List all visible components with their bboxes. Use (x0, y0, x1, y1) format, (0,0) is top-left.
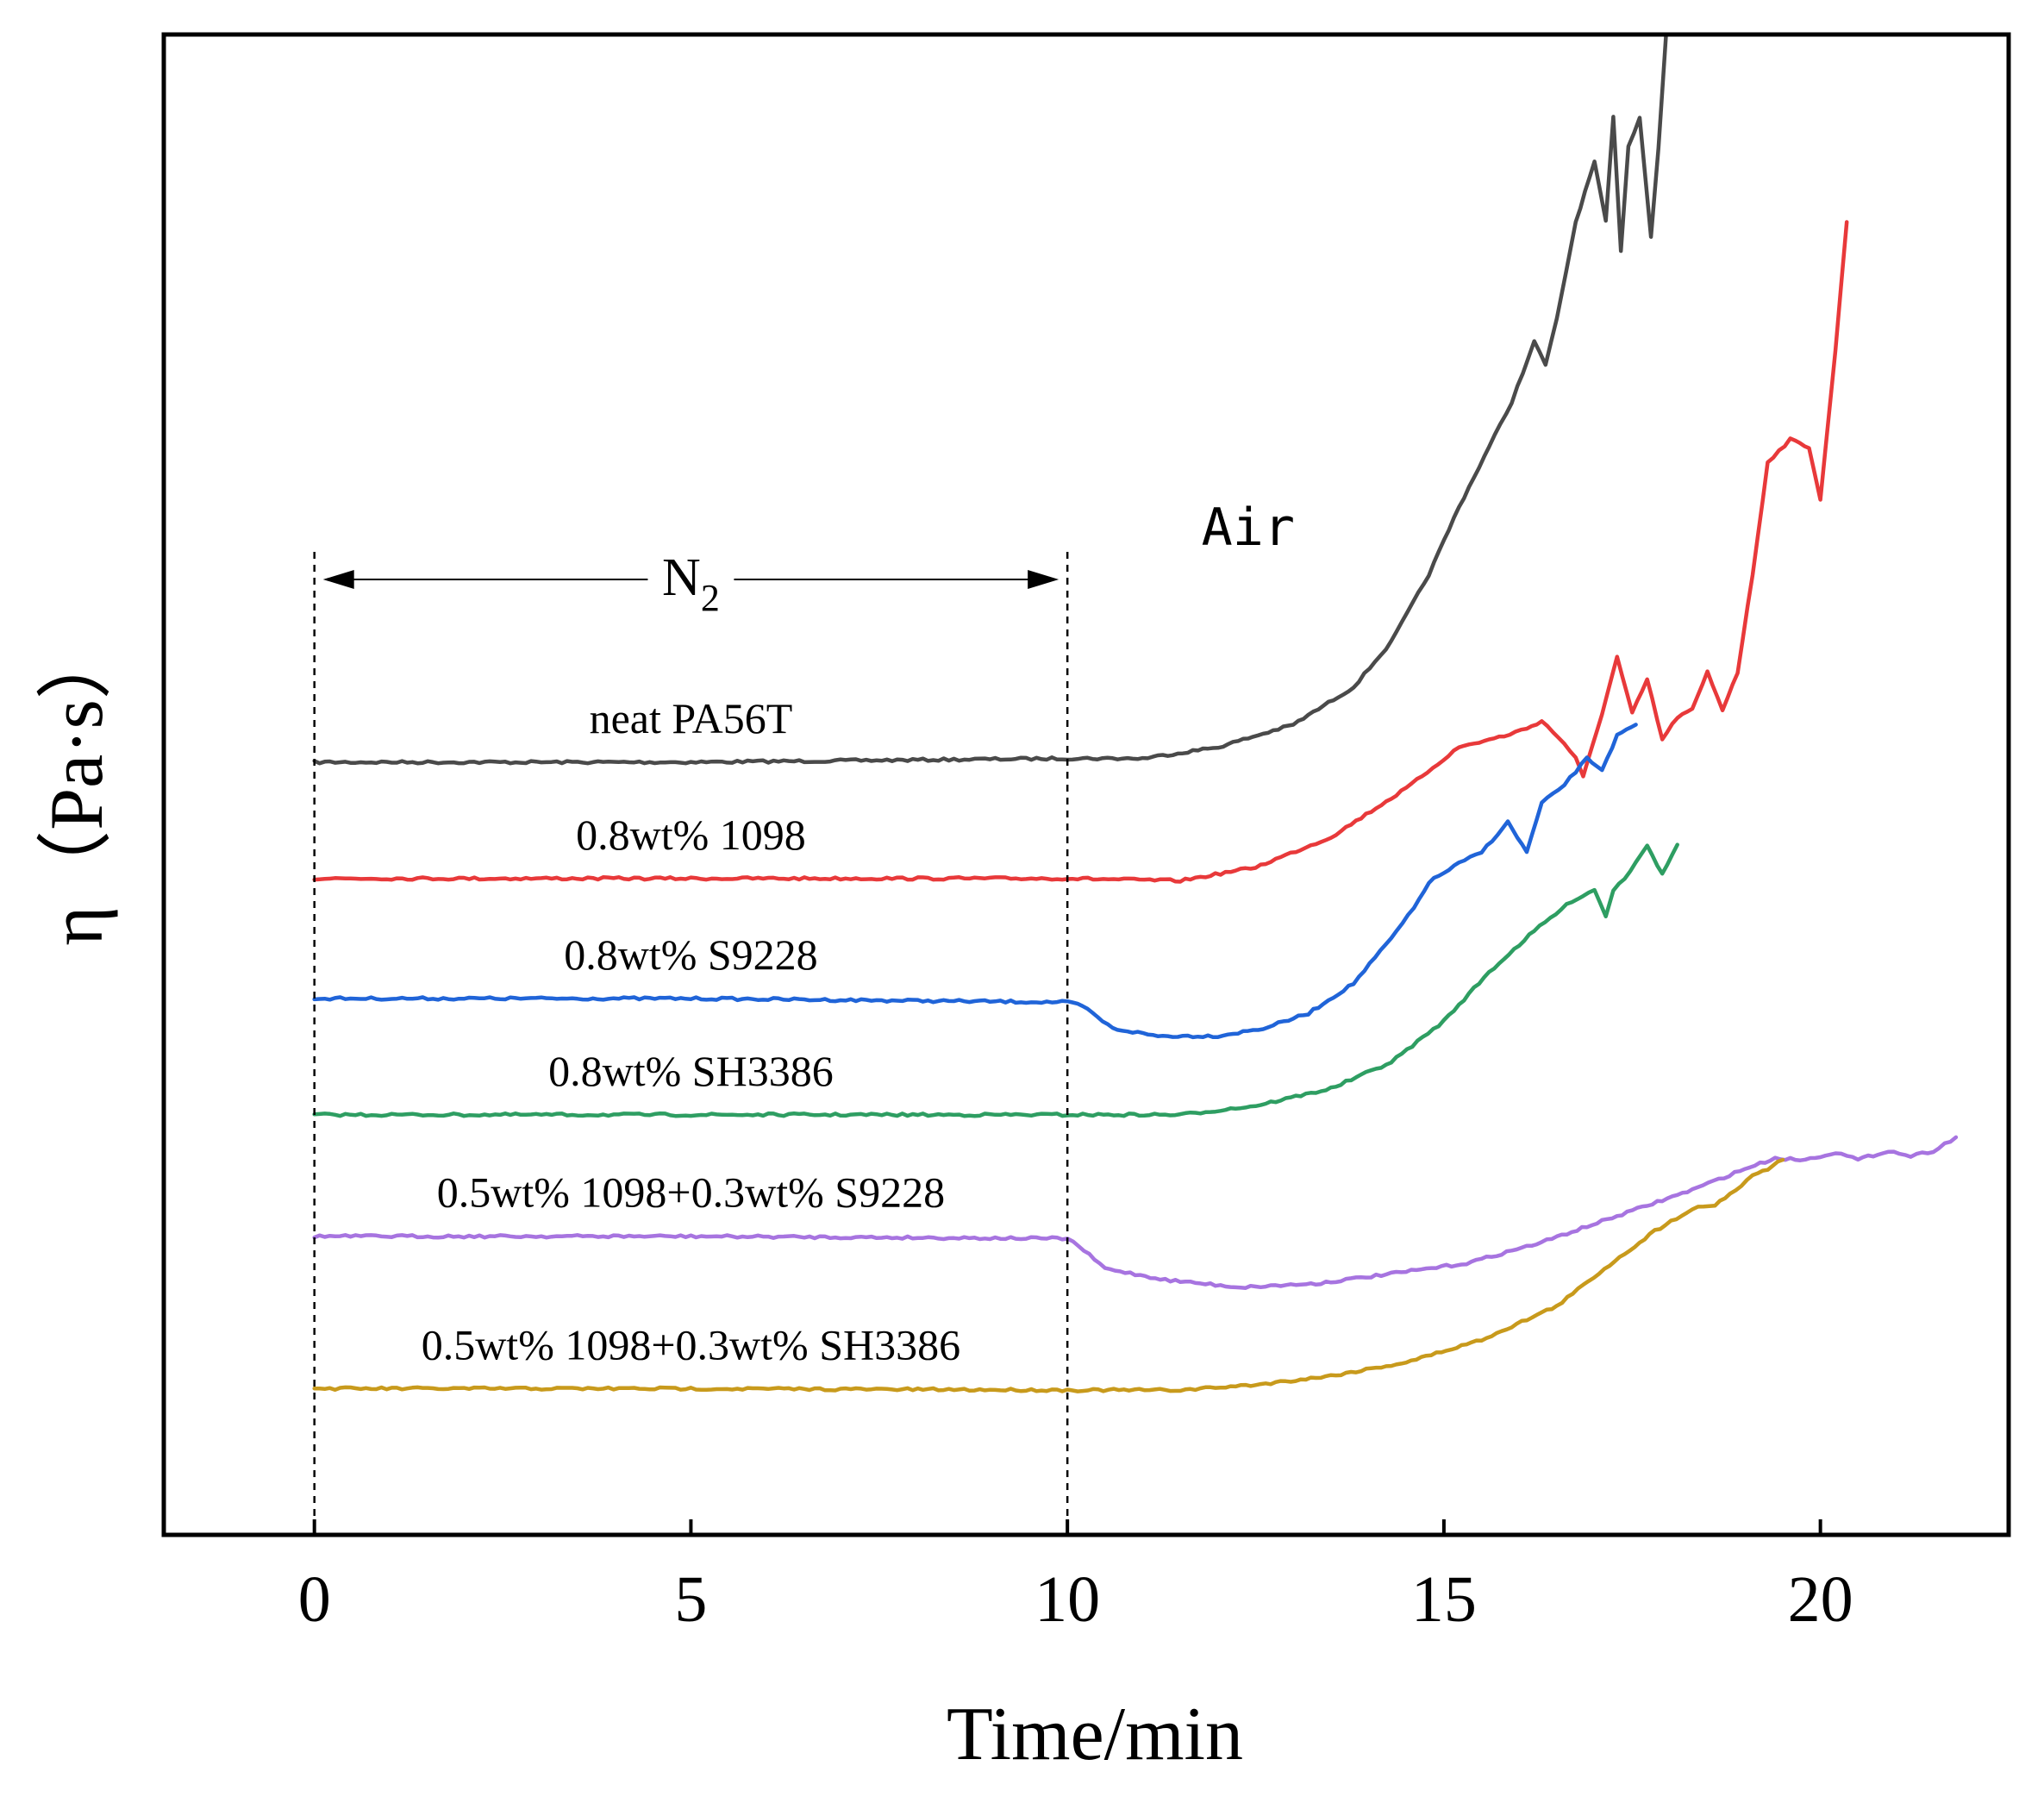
series-label-0-8wt-s9228: 0.8wt% S9228 (564, 930, 817, 979)
divider-layer (313, 552, 1069, 1535)
series-line-0-5wt-1098-0-3wt-s9228 (312, 1135, 1959, 1290)
series-label-neat-pa56t: neat PA56T (590, 694, 793, 742)
x-tick-label-5: 5 (674, 1563, 707, 1636)
series-label-0-8wt-1098: 0.8wt% 1098 (576, 811, 806, 859)
series-line-0-5wt-1098-0-3wt-sh3386 (312, 1157, 1785, 1393)
series-line-0-8wt-sh3386 (312, 842, 1679, 1118)
y-axis-title: η（Pa·s） (35, 623, 119, 946)
n2-arrow-right-head (1028, 570, 1060, 589)
series-layer (312, 32, 1959, 1393)
series-label-0-5wt-1098-0-3wt-sh3386: 0.5wt% 1098+0.3wt% SH3386 (422, 1320, 960, 1368)
series-label-layer: neat PA56T 0.8wt% 1098 0.8wt% S9228 0.8wt% … (422, 694, 960, 1368)
air-region-label: Air (1202, 498, 1295, 558)
series-line-0-8wt-1098 (312, 220, 1849, 884)
series-line-0-8wt-s9228 (312, 723, 1638, 1040)
x-tick-label-15: 15 (1411, 1563, 1477, 1636)
x-axis-title: Time/min (947, 1693, 1243, 1776)
n2-region-label: N2 (662, 548, 720, 619)
n2-region-arrow (322, 570, 1060, 589)
n2-arrow-left-head (322, 570, 354, 589)
x-tick-label-10: 10 (1035, 1563, 1100, 1636)
x-tick-label-0: 0 (298, 1563, 331, 1636)
x-tick-label-20: 20 (1788, 1563, 1853, 1636)
series-label-0-5wt-1098-0-3wt-s9228: 0.5wt% 1098+0.3wt% S9228 (437, 1168, 945, 1217)
series-line-neat-pa56t (312, 32, 1668, 766)
plot-frame (161, 32, 2011, 1537)
series-label-0-8wt-sh3386: 0.8wt% SH3386 (548, 1047, 834, 1095)
x-axis-ticks: 0 5 10 15 20 (298, 1519, 1853, 1636)
